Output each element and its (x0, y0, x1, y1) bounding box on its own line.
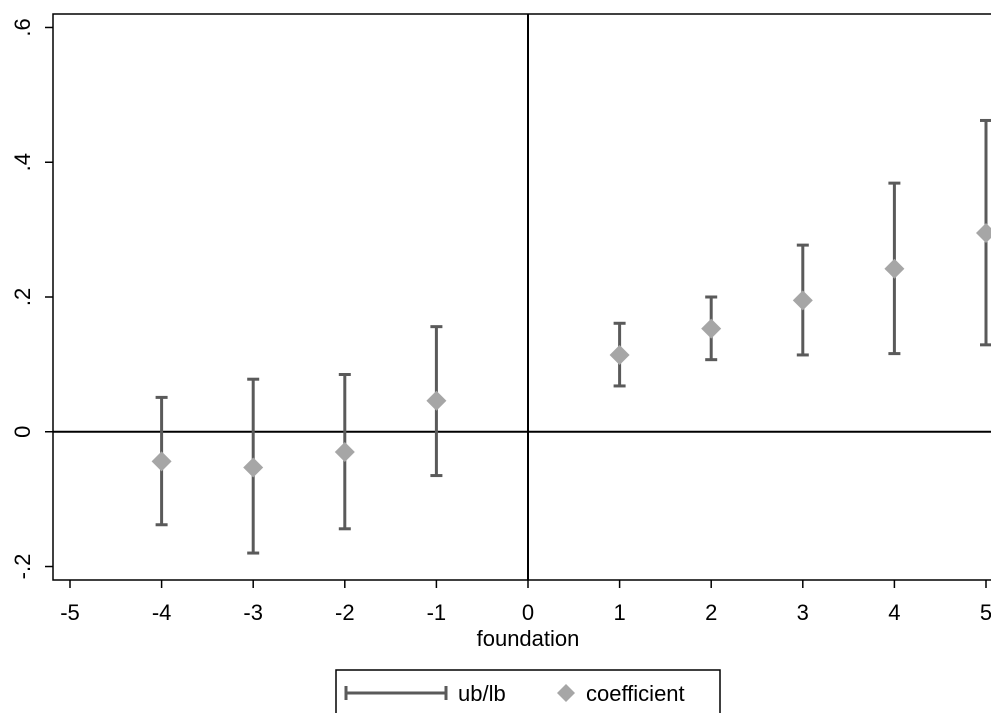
ub-lb-series (155, 118, 991, 555)
y-tick-label: .6 (10, 18, 35, 36)
y-tick-label: 0 (10, 426, 35, 438)
y-tick-label: .4 (10, 153, 35, 171)
y-axis: -.2 0 .2 .4 .6 (10, 18, 53, 579)
x-tick-label: 5 (980, 600, 991, 625)
x-tick-label: -4 (152, 600, 172, 625)
x-tick-label: 4 (888, 600, 900, 625)
legend-coefficient-marker (557, 684, 575, 702)
x-tick-label: 3 (797, 600, 809, 625)
legend-ublb-marker (344, 686, 448, 700)
x-tick-label: -5 (60, 600, 80, 625)
coefficient-point (243, 457, 264, 478)
x-axis-title: foundation (477, 626, 580, 651)
coefficient-point (151, 451, 172, 472)
y-tick-label: -.2 (10, 554, 35, 580)
coefficient-point (792, 290, 813, 311)
legend: ub/lb coefficient (335, 669, 721, 713)
coefficient-point (426, 390, 447, 411)
x-tick-label: -1 (427, 600, 447, 625)
coefficient-point (701, 318, 722, 339)
x-tick-label: 2 (705, 600, 717, 625)
plot-frame (52, 13, 991, 581)
plot-border (52, 13, 991, 581)
coefficient-point (334, 441, 355, 462)
y-tick-label: .2 (10, 288, 35, 306)
reference-lines (53, 14, 991, 580)
coefficient-point (976, 222, 991, 243)
legend-coefficient-label: coefficient (586, 681, 685, 706)
coefficient-point (609, 344, 630, 365)
x-axis: -5 -4 -3 -2 -1 0 1 2 3 4 5 (60, 580, 991, 625)
x-tick-label: -2 (335, 600, 355, 625)
x-tick-label: 1 (613, 600, 625, 625)
x-tick-label: -3 (243, 600, 263, 625)
legend-ublb-label: ub/lb (458, 681, 506, 706)
coefficient-series (151, 222, 991, 478)
x-tick-label: 0 (522, 600, 534, 625)
coefficient-point (884, 258, 905, 279)
